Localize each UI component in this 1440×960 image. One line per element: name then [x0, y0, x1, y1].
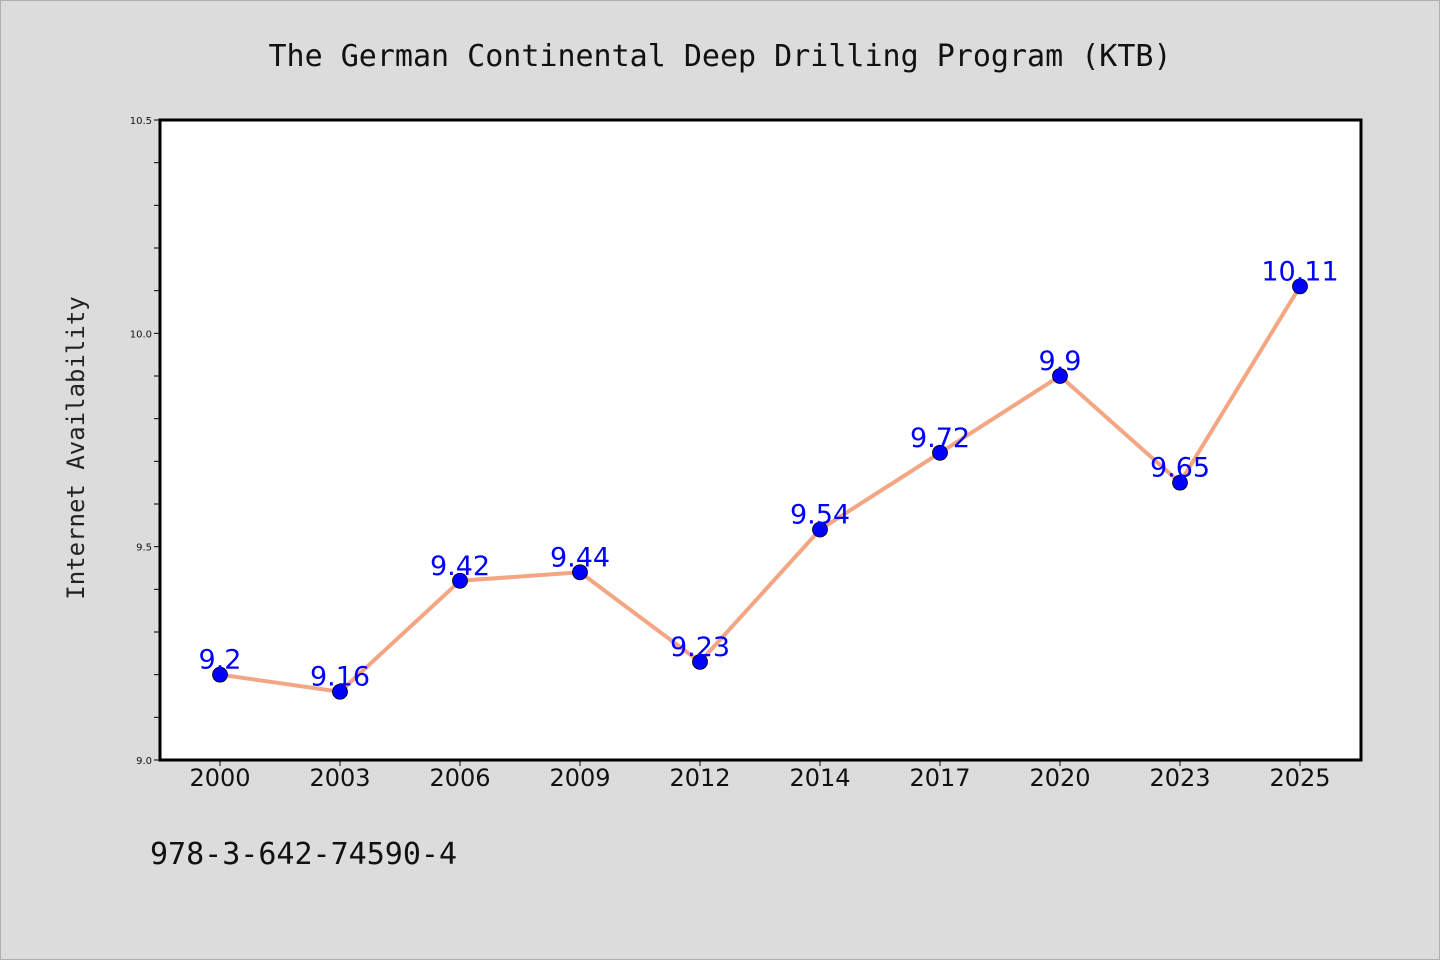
data-point-marker: [692, 653, 708, 670]
data-label: 9.9: [1039, 346, 1082, 377]
isbn-footnote: 978-3-642-74590-4: [150, 837, 457, 872]
plot-area: [160, 120, 1361, 760]
data-point-marker: [932, 444, 948, 461]
plot-border: [158, 118, 1363, 762]
x-tick-label: 2003: [309, 764, 370, 792]
y-tick-label: 9.5: [136, 543, 152, 554]
data-label: 9.72: [910, 423, 970, 454]
data-point-marker: [332, 683, 348, 700]
y-tick-label: 10.5: [130, 116, 152, 127]
y-axis-label: Internet Availability: [62, 296, 90, 599]
x-tick-label: 2017: [909, 764, 970, 792]
x-tick-label: 2006: [429, 764, 490, 792]
series-layer: [212, 278, 1308, 700]
data-point-marker: [1052, 368, 1068, 384]
data-label: 9.23: [670, 632, 730, 663]
data-point-marker: [212, 666, 228, 683]
x-tick-label: 2025: [1269, 764, 1330, 792]
series-line: [218, 284, 1302, 694]
x-tick-label: 2023: [1149, 764, 1210, 792]
data-label: 9.65: [1150, 453, 1210, 484]
data-labels: 9.2 9.16 9.42 9.44 9.23 9.54 9.72 9.9 9.65 10.11: [199, 256, 1339, 692]
y-tick-label: 10.0: [130, 329, 152, 340]
data-label: 9.44: [550, 542, 610, 573]
data-point-marker: [1292, 278, 1308, 295]
data-label: 9.54: [790, 500, 850, 531]
y-tick-label: 9.0: [136, 756, 152, 767]
axis-ticks: 9.0 9.5 10.0 10.5 2000 2003 2006 2009 2012 2014 20…: [130, 116, 1331, 792]
x-tick-label: 2012: [669, 764, 730, 792]
x-tick-label: 2020: [1029, 764, 1090, 792]
x-tick-label: 2014: [789, 764, 850, 792]
data-point-marker: [452, 572, 468, 589]
data-label: 9.42: [430, 551, 490, 582]
data-label: 9.16: [310, 662, 370, 693]
x-tick-label: 2009: [549, 764, 610, 792]
data-point-marker: [1172, 474, 1188, 491]
data-point-marker: [572, 564, 588, 581]
data-label: 10.11: [1261, 256, 1338, 287]
x-tick-label: 2000: [189, 764, 250, 792]
data-point-marker: [812, 521, 828, 538]
chart-title: The German Continental Deep Drilling Pro…: [268, 39, 1171, 74]
data-label: 9.2: [199, 645, 242, 676]
